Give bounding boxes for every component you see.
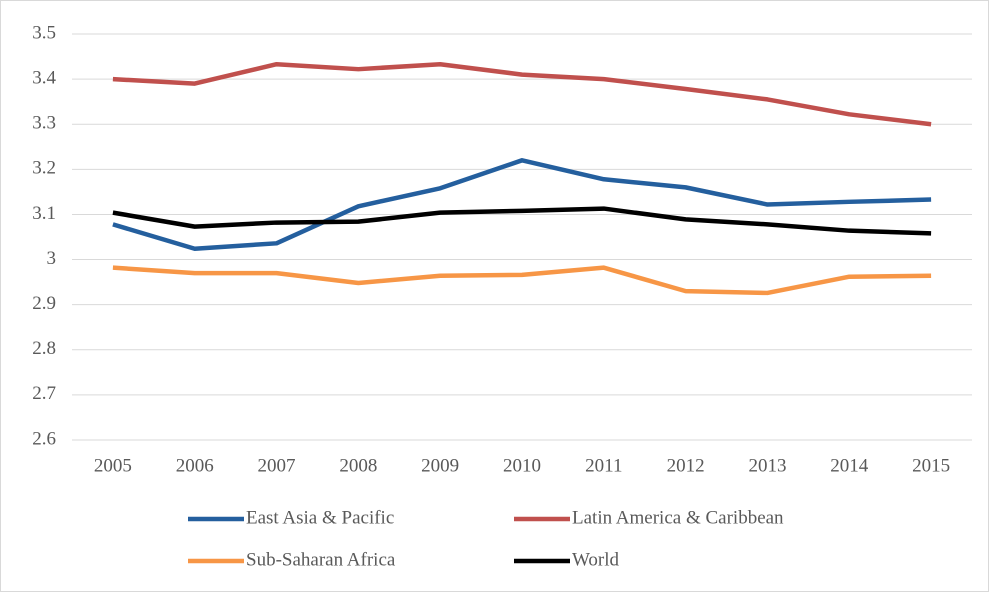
x-tick-label: 2008 xyxy=(339,455,377,476)
x-tick-label: 2010 xyxy=(503,455,541,476)
y-tick-label: 3.5 xyxy=(32,22,56,43)
y-tick-label: 3 xyxy=(47,248,57,269)
y-tick-label: 2.6 xyxy=(32,428,56,449)
legend-label: Sub-Saharan Africa xyxy=(246,549,396,570)
legend-label: East Asia & Pacific xyxy=(246,507,394,528)
x-tick-label: 2009 xyxy=(421,455,459,476)
y-tick-label: 3.4 xyxy=(32,67,56,88)
series-line xyxy=(112,61,932,127)
x-tick-label: 2011 xyxy=(585,455,622,476)
y-tick-label: 3.3 xyxy=(32,113,56,134)
y-tick-label: 2.9 xyxy=(32,293,56,314)
x-tick-label: 2012 xyxy=(667,455,705,476)
x-tick-label: 2013 xyxy=(748,455,786,476)
x-tick-label: 2007 xyxy=(258,455,296,476)
x-tick-label: 2006 xyxy=(176,455,214,476)
series-line xyxy=(112,158,932,251)
y-tick-label: 3.1 xyxy=(32,203,56,224)
x-tick-label: 2005 xyxy=(94,455,132,476)
y-tick-label: 2.7 xyxy=(32,383,56,404)
series-line xyxy=(112,206,932,236)
legend-label: World xyxy=(572,549,620,570)
x-tick-label: 2014 xyxy=(830,455,869,476)
series-line xyxy=(112,265,932,296)
legend-label: Latin America & Caribbean xyxy=(572,507,784,528)
y-tick-label: 2.8 xyxy=(32,338,56,359)
x-tick-label: 2015 xyxy=(912,455,950,476)
y-tick-label: 3.2 xyxy=(32,158,56,179)
